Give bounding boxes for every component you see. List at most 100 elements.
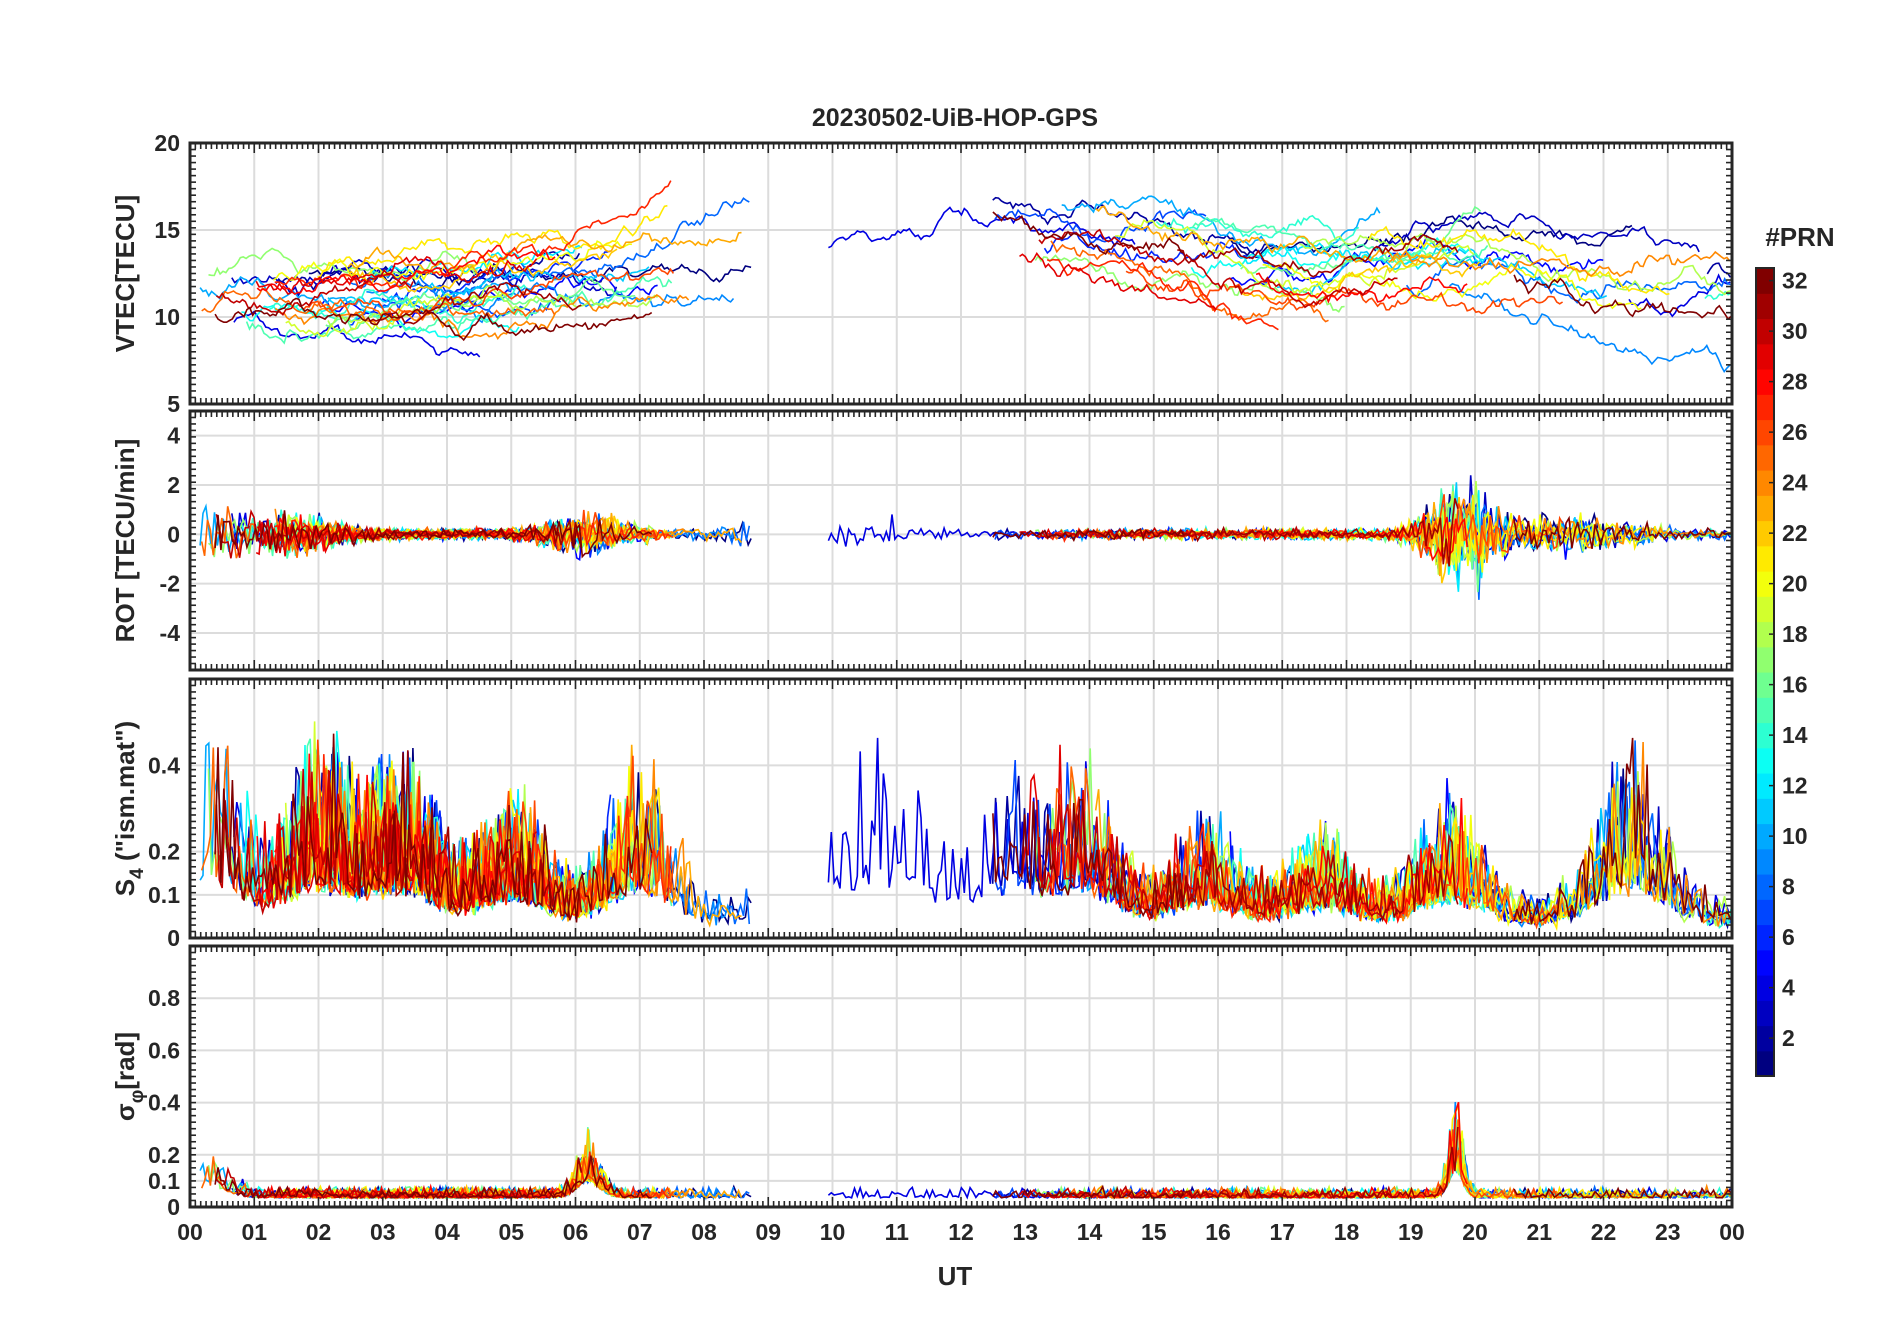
series-prn-8 [1405, 254, 1731, 304]
y-tick-label: 0 [167, 925, 180, 951]
series-prn-27 [1046, 258, 1279, 331]
series-prn-5 [1229, 1120, 1604, 1200]
y-tick-label: 0.6 [148, 1037, 180, 1063]
series-prn-21 [1368, 1105, 1670, 1200]
series-prn-4 [233, 310, 481, 358]
series-prn-7 [994, 208, 1207, 244]
y-tick-label: 0.2 [148, 839, 180, 865]
colorbar-frame [1755, 267, 1775, 1077]
y-tick-label: 0 [167, 1194, 180, 1220]
x-tick-label: 12 [948, 1219, 974, 1245]
y-tick-label: -2 [160, 571, 180, 597]
series-prn-30 [215, 1166, 414, 1200]
series-prn-31 [369, 281, 582, 325]
series-prn-10 [1061, 195, 1381, 257]
series-prn-14 [269, 284, 528, 325]
x-tick-label: 14 [1077, 1219, 1103, 1245]
series-lines [199, 1101, 1732, 1201]
tick-marks [189, 410, 1733, 671]
y-tick-label: 0.4 [148, 1090, 180, 1116]
series-prn-22 [1233, 254, 1480, 302]
x-tick-label: 03 [370, 1219, 396, 1245]
y-axis-label-vtec: VTEC[TECU] [110, 195, 140, 352]
series-prn-17 [1034, 254, 1345, 313]
series-prn-32 [1513, 737, 1732, 925]
x-tick-label: 21 [1526, 1219, 1552, 1245]
y-tick-label: 15 [154, 217, 180, 243]
x-tick-label: 17 [1269, 1219, 1295, 1245]
series-prn-32 [1513, 515, 1731, 551]
y-axis-label-rot: ROT [TECU/min] [110, 439, 140, 643]
series-prn-31 [1177, 498, 1459, 567]
series-prn-32 [214, 733, 653, 923]
series-prn-32 [992, 527, 1185, 542]
y-tick-label: -4 [160, 620, 181, 646]
x-tick-labels: 00 01 02 03 04 05 06 07 08 09 10 11 12 13 14 15 16 17 18 19… [177, 1219, 1745, 1245]
panel-vtec: 5 10 15 20 VTEC[TECU] [110, 130, 1734, 417]
series-prn-32 [214, 510, 653, 559]
x-tick-label: 04 [434, 1219, 460, 1245]
y-tick-label: 0.8 [148, 985, 180, 1011]
x-tick-label: 07 [627, 1219, 653, 1245]
series-prn-30 [1038, 525, 1399, 543]
tick-marks [189, 945, 1733, 1208]
series-prn-32 [1513, 1186, 1732, 1200]
panel-rot: -4 -2 0 2 4 ROT [TECU/min] [110, 409, 1734, 672]
series-prn-32 [992, 798, 1185, 919]
colorbar-tick-label: 22 [1782, 520, 1808, 546]
series-prn-26 [1125, 268, 1564, 315]
figure-title: 20230502-UiB-HOP-GPS [812, 104, 1098, 132]
y-axis-label-sigma-phi: σφ[rad] [110, 1032, 148, 1121]
series-prn-32 [992, 211, 1185, 255]
y-tick-label: 5 [167, 391, 180, 417]
series-prn-13 [241, 303, 520, 339]
series-prn-23 [347, 231, 742, 278]
y-tick-label: 2 [167, 472, 180, 498]
series-prn-31 [1177, 233, 1459, 278]
x-tick-label: 22 [1591, 1219, 1617, 1245]
series-prn-20 [272, 240, 632, 282]
series-lines [199, 180, 1732, 374]
series-prn-25 [201, 287, 556, 319]
series-prn-17 [208, 247, 479, 282]
y-tick-label: 20 [154, 130, 180, 156]
colorbar-tick-label: 10 [1782, 823, 1808, 849]
colorbar-tick-label: 12 [1782, 773, 1808, 799]
colorbar-tick-label: 24 [1782, 470, 1808, 496]
series-prn-26 [302, 266, 675, 322]
x-tick-label: 10 [820, 1219, 846, 1245]
series-lines [199, 475, 1732, 600]
series-prn-29 [1019, 252, 1217, 311]
y-tick-label: 0.1 [148, 1168, 180, 1194]
series-lines [199, 721, 1732, 932]
series-prn-9 [1449, 282, 1731, 374]
colorbar-tick-label: 16 [1782, 672, 1808, 698]
series-prn-31 [1176, 833, 1459, 923]
x-tick-label: 02 [306, 1219, 332, 1245]
series-prn-19 [1115, 219, 1475, 295]
series-prn-11 [327, 266, 650, 309]
series-prn-29 [255, 255, 538, 296]
x-tick-label: 06 [563, 1219, 589, 1245]
x-tick-label: 15 [1141, 1219, 1167, 1245]
colorbar-label: #PRN [1765, 222, 1834, 252]
y-tick-label: 0.2 [148, 1142, 180, 1168]
series-prn-21 [1367, 225, 1670, 296]
x-tick-label: 01 [241, 1219, 267, 1245]
tick-marks [189, 142, 1733, 405]
series-prn-31 [1176, 1126, 1459, 1200]
series-prn-30 [215, 768, 414, 916]
series-prn-32 [214, 297, 653, 342]
x-tick-label: 23 [1655, 1219, 1681, 1245]
series-prn-5 [1229, 234, 1604, 286]
colorbar-tick-label: 14 [1782, 722, 1808, 748]
series-prn-21 [317, 204, 668, 278]
series-prn-18 [1299, 232, 1731, 296]
series-prn-25 [1050, 240, 1329, 323]
colorbar-tick-label: 32 [1782, 268, 1808, 294]
x-tick-label: 16 [1205, 1219, 1231, 1245]
y-axis-label-s4: S4 ("ism.mat") [110, 721, 148, 896]
y-tick-label: 4 [167, 423, 180, 449]
